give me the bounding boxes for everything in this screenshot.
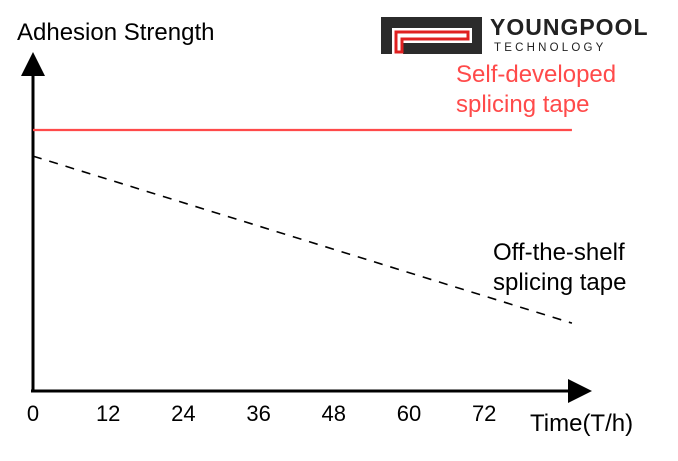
x-tick-label: 24 [171, 401, 196, 426]
series-layer [32, 128, 573, 324]
series-label-line: Off-the-shelf [493, 239, 625, 266]
x-axis-label: Time(T/h) [530, 410, 634, 437]
series-label-off-the-shelf: Off-the-shelf splicing tape [493, 238, 626, 298]
series-label-line: splicing tape [456, 91, 590, 118]
series-label-line: Self-developed [456, 61, 617, 88]
x-axis-arrow [568, 379, 592, 403]
chart-axes [21, 52, 592, 403]
x-tick-label: 36 [246, 401, 271, 426]
y-axis-arrow [21, 52, 45, 76]
x-tick-label: 60 [396, 401, 422, 426]
y-axis-label: Adhesion Strength [17, 19, 215, 46]
series-label-line: splicing tape [493, 269, 627, 296]
brand-name: YOUNGPOOL [490, 14, 649, 40]
x-tick-label: 72 [471, 401, 497, 426]
x-tick-label: 0 [26, 401, 40, 426]
series-line-off-the-shelf [32, 155, 573, 324]
youngpool-logo-icon [381, 17, 482, 54]
brand-tagline: TECHNOLOGY [494, 42, 607, 54]
series-label-self-developed: Self-developed splicing tape [456, 60, 616, 120]
x-tick-label: 48 [321, 401, 347, 426]
x-tick-label: 12 [95, 401, 121, 426]
